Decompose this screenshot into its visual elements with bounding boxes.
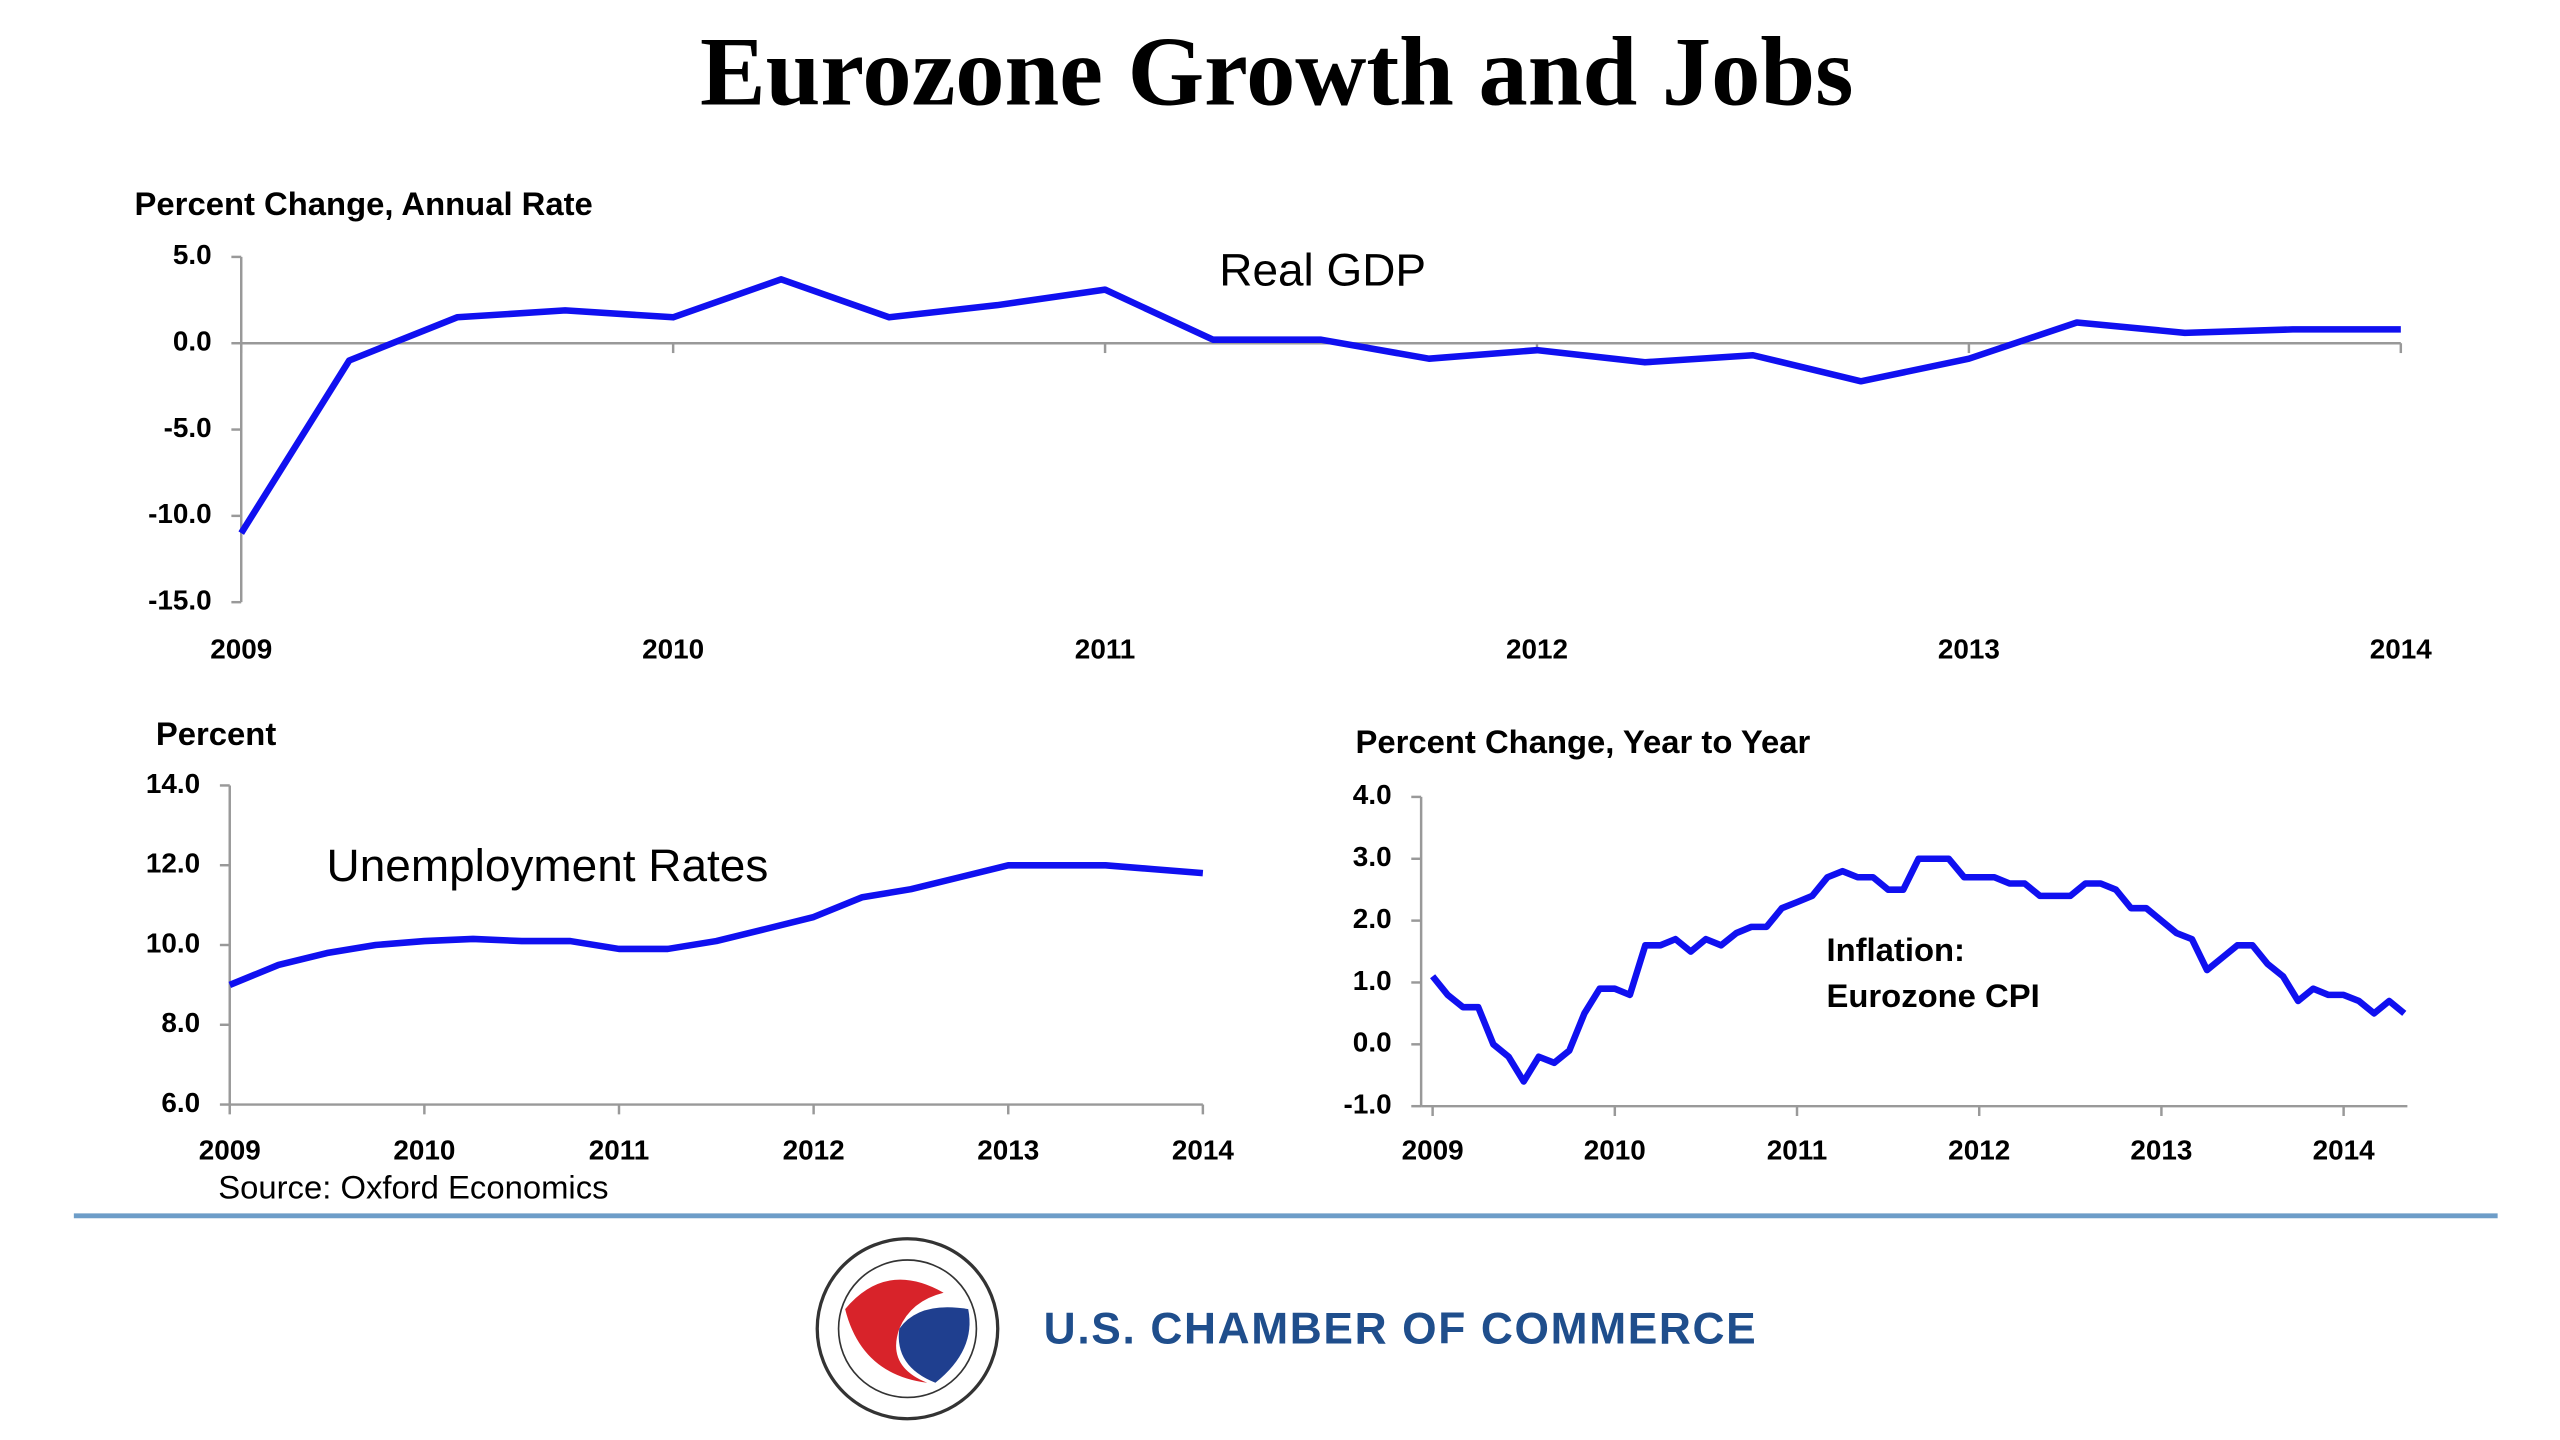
x-tick-label: 2009: [199, 1134, 261, 1165]
y-tick-label: -5.0: [164, 412, 212, 443]
y-tick-label: 1.0: [1353, 965, 1392, 996]
y-tick-label: 2.0: [1353, 903, 1392, 934]
x-tick-label: 2012: [1506, 634, 1568, 665]
y-tick-label: 6.0: [161, 1087, 200, 1118]
logo: [815, 1237, 1000, 1421]
y-tick-label: -10.0: [148, 498, 212, 529]
y-tick-label: 5.0: [173, 239, 212, 270]
annotation: Unemployment Rates: [327, 839, 769, 891]
y-tick-label: -15.0: [148, 585, 212, 616]
y-axis-label: Percent Change, Year to Year: [1355, 723, 1810, 760]
x-tick-label: 2010: [642, 634, 704, 665]
data-line: [228, 862, 1204, 988]
x-tick-label: 2011: [1075, 634, 1135, 665]
annotation: Inflation:: [1826, 931, 1965, 968]
x-tick-label: 2014: [2313, 1134, 2376, 1165]
y-axis-label: Percent: [156, 715, 276, 752]
x-tick-label: 2011: [1767, 1134, 1827, 1165]
y-tick-label: 4.0: [1353, 779, 1392, 810]
x-tick-label: 2012: [1948, 1134, 2010, 1165]
y-axis-label: Percent Change, Annual Rate: [135, 185, 593, 222]
x-tick-label: 2010: [1584, 1134, 1646, 1165]
x-tick-label: 2013: [977, 1134, 1039, 1165]
x-tick-label: 2009: [1402, 1134, 1464, 1165]
y-tick-label: 10.0: [146, 927, 200, 958]
source: Source: Oxford Economics: [218, 1168, 608, 1205]
y-tick-label: 0.0: [1353, 1027, 1392, 1058]
y-tick-label: 14.0: [146, 768, 200, 799]
x-tick-label: 2013: [1938, 634, 2000, 665]
annotation: Eurozone CPI: [1826, 977, 2039, 1014]
annotation: Real GDP: [1219, 243, 1426, 295]
organization-name: U.S. CHAMBER OF COMMERCE: [1044, 1305, 1758, 1354]
y-tick-label: 12.0: [146, 848, 200, 879]
data-line: [238, 276, 2401, 535]
x-tick-label: 2014: [2370, 634, 2433, 665]
x-tick-label: 2012: [783, 1134, 845, 1165]
data-line: [1430, 855, 2407, 1085]
x-tick-label: 2011: [589, 1134, 649, 1165]
y-tick-label: 8.0: [161, 1007, 200, 1038]
page-title: Eurozone Growth and Jobs: [700, 17, 1853, 126]
y-tick-label: -1.0: [1344, 1089, 1392, 1120]
x-tick-label: 2013: [2130, 1134, 2192, 1165]
y-tick-label: 0.0: [173, 326, 212, 357]
x-tick-label: 2014: [1172, 1134, 1235, 1165]
x-tick-label: 2009: [210, 634, 272, 665]
x-tick-label: 2010: [393, 1134, 455, 1165]
y-tick-label: 3.0: [1353, 841, 1392, 872]
